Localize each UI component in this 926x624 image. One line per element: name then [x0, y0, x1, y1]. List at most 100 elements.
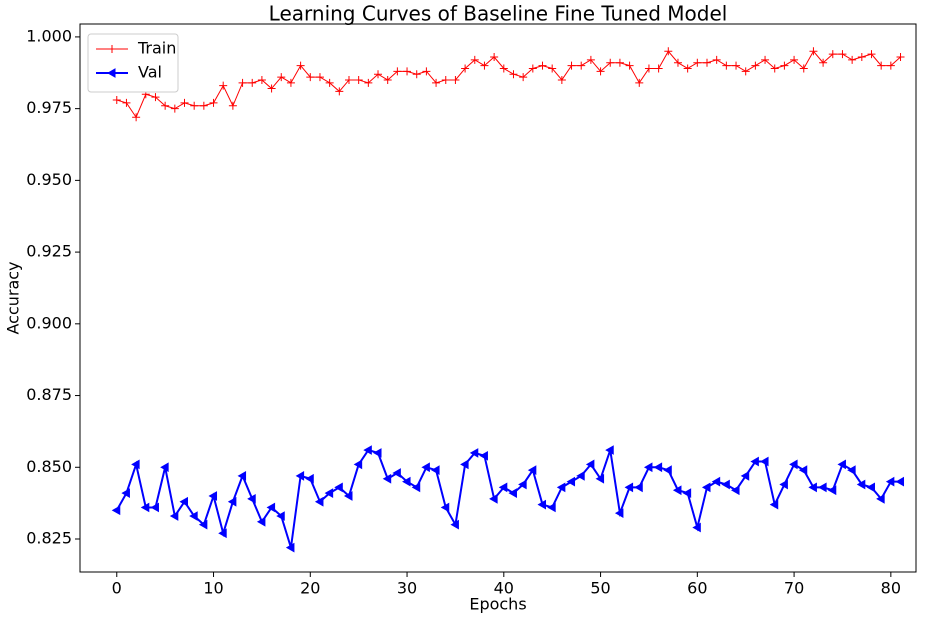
point-marker	[703, 58, 711, 67]
point-marker	[576, 471, 585, 481]
point-marker	[701, 482, 711, 493]
point-marker	[780, 61, 789, 70]
point-marker	[770, 64, 779, 73]
point-marker	[508, 488, 517, 498]
point-marker	[712, 55, 721, 64]
point-marker	[374, 70, 383, 79]
point-marker	[479, 450, 488, 461]
point-marker	[198, 519, 208, 530]
point-marker	[886, 61, 895, 70]
legend-label: Val	[138, 63, 162, 82]
y-tick-label: 0.875	[26, 385, 72, 404]
point-marker	[819, 58, 828, 67]
point-marker	[548, 64, 557, 73]
point-marker	[373, 448, 382, 458]
point-marker	[161, 101, 170, 110]
point-marker	[267, 84, 276, 93]
point-marker	[469, 448, 479, 458]
point-marker	[364, 78, 373, 87]
point-marker	[672, 485, 682, 496]
point-marker	[538, 61, 547, 70]
point-marker	[256, 516, 266, 527]
point-marker	[567, 61, 576, 70]
point-marker	[732, 61, 741, 70]
x-tick-label: 80	[881, 579, 901, 598]
point-marker	[218, 528, 227, 539]
point-marker	[682, 488, 692, 498]
point-marker	[344, 75, 353, 84]
point-marker	[866, 482, 875, 493]
point-marker	[122, 98, 131, 107]
point-marker	[643, 462, 653, 473]
x-tick-label: 30	[397, 579, 417, 598]
point-marker	[577, 61, 586, 70]
point-marker	[257, 75, 266, 84]
series-line	[116, 50, 901, 119]
point-marker	[751, 61, 760, 70]
point-marker	[625, 61, 634, 70]
point-marker	[489, 493, 498, 504]
point-marker	[585, 459, 595, 470]
y-tick-label: 1.000	[26, 26, 72, 45]
x-tick-label: 40	[494, 579, 514, 598]
point-marker	[228, 101, 237, 110]
point-marker	[343, 491, 353, 501]
point-marker	[769, 499, 779, 510]
point-marker	[498, 482, 508, 493]
point-marker	[856, 479, 866, 490]
legend-label: Train	[137, 39, 176, 58]
point-marker	[219, 81, 228, 90]
point-marker	[286, 78, 295, 87]
point-marker	[402, 476, 411, 487]
point-marker	[422, 67, 431, 76]
point-marker	[353, 459, 363, 470]
point-marker	[238, 78, 247, 87]
point-marker	[683, 64, 692, 73]
point-marker	[383, 75, 392, 84]
point-marker	[190, 101, 199, 110]
point-marker	[537, 499, 547, 510]
point-marker	[403, 67, 412, 76]
point-marker	[132, 113, 141, 122]
point-marker	[528, 64, 537, 73]
point-marker	[247, 493, 256, 504]
point-marker	[653, 462, 663, 473]
point-marker	[295, 471, 305, 481]
point-marker	[741, 67, 750, 76]
x-tick-label: 20	[300, 579, 320, 598]
point-marker	[624, 482, 634, 493]
y-axis-label: Accuracy	[4, 261, 23, 334]
point-marker	[693, 58, 702, 67]
point-marker	[895, 476, 905, 487]
point-marker	[798, 465, 808, 476]
y-tick-label: 0.925	[26, 242, 72, 261]
point-marker	[876, 493, 885, 504]
point-marker	[847, 465, 856, 476]
point-marker	[527, 465, 537, 476]
point-marker	[276, 511, 285, 521]
point-marker	[664, 47, 673, 56]
point-marker	[615, 58, 624, 67]
point-marker	[440, 502, 450, 513]
point-marker	[160, 462, 169, 473]
point-marker	[460, 459, 469, 470]
point-marker	[411, 482, 421, 493]
point-marker	[306, 73, 315, 82]
point-marker	[363, 445, 372, 455]
point-marker	[808, 482, 817, 493]
point-marker	[809, 47, 818, 56]
point-marker	[248, 78, 257, 87]
point-marker	[179, 496, 188, 507]
point-marker	[663, 465, 672, 476]
point-marker	[335, 87, 344, 96]
point-marker	[606, 58, 615, 67]
point-marker	[305, 473, 314, 484]
point-marker	[857, 52, 866, 61]
point-marker	[519, 73, 528, 82]
point-marker	[586, 55, 595, 64]
y-tick-label: 0.975	[26, 98, 72, 117]
plot-frame	[79, 23, 917, 573]
point-marker	[838, 50, 847, 59]
point-marker	[277, 73, 286, 82]
